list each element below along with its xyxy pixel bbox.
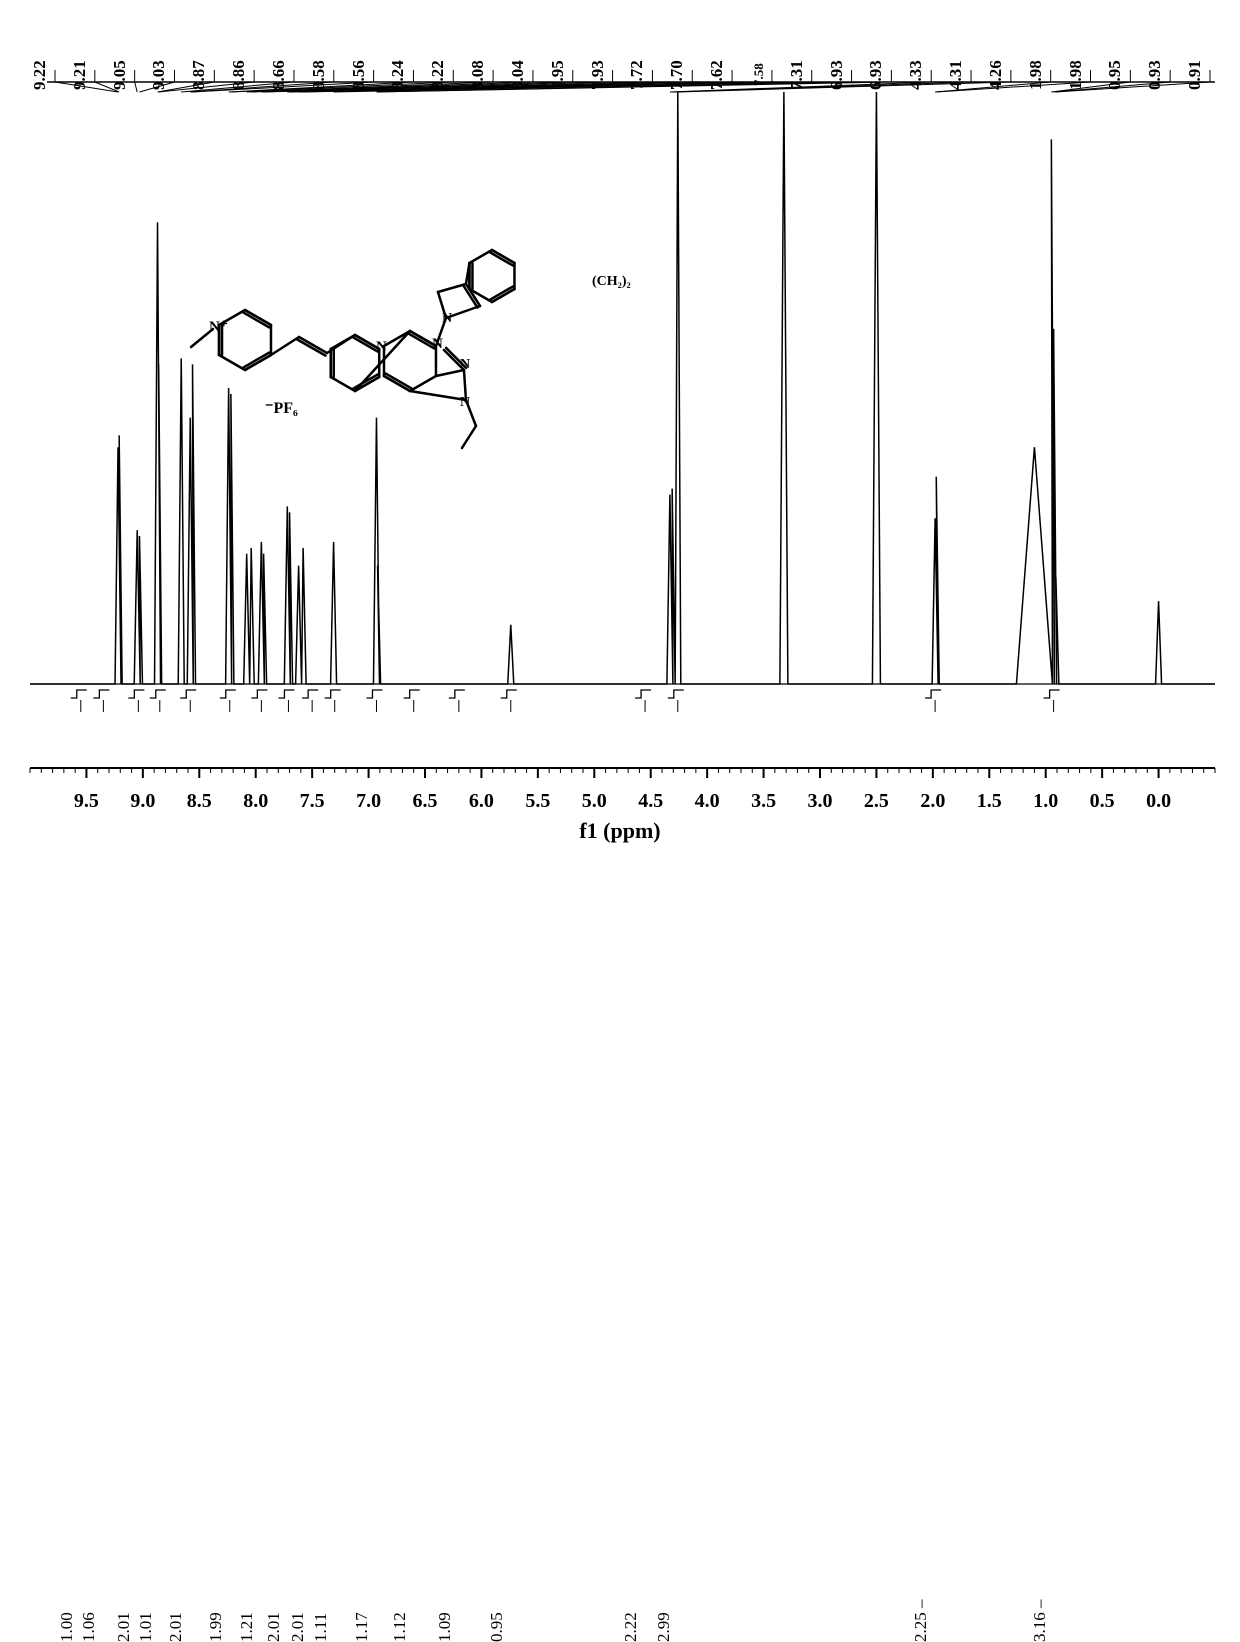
x-tick-label: 6.0 <box>469 790 494 813</box>
x-tick-label: 3.0 <box>808 790 833 813</box>
x-tick-label: 0.0 <box>1146 790 1171 813</box>
integration-label: 2.22 <box>621 1612 641 1642</box>
x-tick-label: 8.5 <box>187 790 212 813</box>
x-tick-label: 0.5 <box>1090 790 1115 813</box>
peak-label: 7.58 <box>751 63 767 86</box>
integration-label: 2.01 <box>264 1612 284 1642</box>
integration-label: 0.95 <box>487 1612 507 1642</box>
x-tick-label: 4.0 <box>695 790 720 813</box>
nmr-spectrum-chart: N⁺NNNNN 9.229.219.059.038.878.868.668.58… <box>0 0 1240 862</box>
integration-label: 1.01 <box>136 1612 156 1642</box>
peak-label: 7.95 <box>548 60 568 90</box>
svg-text:N: N <box>432 336 443 352</box>
x-tick-label: 1.5 <box>977 790 1002 813</box>
x-tick-label: 4.5 <box>638 790 663 813</box>
integration-label: 3.16 ‒ <box>1030 1600 1050 1642</box>
integration-label: 1.00 <box>57 1612 77 1642</box>
x-tick-label: 1.0 <box>1033 790 1058 813</box>
svg-text:N: N <box>442 311 452 326</box>
peak-label: 6.93 <box>866 60 886 90</box>
spectrum-canvas: N⁺NNNNN <box>0 0 1240 862</box>
integration-label: 2.25 ‒ <box>911 1600 931 1642</box>
svg-text:N: N <box>460 395 470 410</box>
peak-label: 9.21 <box>70 60 90 90</box>
x-tick-label: 2.0 <box>920 790 945 813</box>
peak-label: 6.93 <box>827 60 847 90</box>
peak-label: 7.70 <box>667 60 687 90</box>
peak-label: 7.93 <box>588 60 608 90</box>
peak-label: 8.22 <box>428 60 448 90</box>
peak-label: 9.05 <box>110 60 130 90</box>
peak-label: 9.03 <box>149 60 169 90</box>
peak-label: 0.95 <box>1105 60 1125 90</box>
peak-label: 8.66 <box>269 60 289 90</box>
peak-label: 4.33 <box>906 60 926 90</box>
x-tick-label: 8.0 <box>243 790 268 813</box>
integration-label: 2.01 <box>288 1612 308 1642</box>
x-tick-label: 9.0 <box>130 790 155 813</box>
x-tick-label: 3.5 <box>751 790 776 813</box>
peak-label: 8.08 <box>468 60 488 90</box>
peak-label: 8.04 <box>508 60 528 90</box>
peak-label: 7.31 <box>787 60 807 90</box>
integration-label: 2.01 <box>166 1612 186 1642</box>
integration-label: 1.21 <box>237 1612 257 1642</box>
svg-text:N⁺: N⁺ <box>209 319 228 335</box>
svg-text:N: N <box>376 339 387 355</box>
svg-text:N: N <box>460 357 470 372</box>
peak-label: 4.31 <box>946 60 966 90</box>
peak-label: 8.87 <box>189 60 209 90</box>
peak-label: 0.93 <box>1145 60 1165 90</box>
counterion-label: ⁻PF₆ <box>265 398 298 418</box>
x-axis-label: f1 (ppm) <box>0 818 1240 844</box>
integration-label: 2.01 <box>114 1612 134 1642</box>
peak-label: 0.91 <box>1185 60 1205 90</box>
x-tick-label: 2.5 <box>864 790 889 813</box>
x-tick-label: 9.5 <box>74 790 99 813</box>
integration-label: 1.17 <box>352 1612 372 1642</box>
x-tick-label: 7.0 <box>356 790 381 813</box>
peak-label: 8.56 <box>349 60 369 90</box>
x-tick-label: 6.5 <box>413 790 438 813</box>
integration-label: 1.09 <box>435 1612 455 1642</box>
x-tick-label: 5.5 <box>525 790 550 813</box>
integration-label: 1.12 <box>390 1612 410 1642</box>
peak-label: 7.62 <box>707 60 727 90</box>
peak-label: 9.22 <box>30 60 50 90</box>
peak-label: 1.98 <box>1026 60 1046 90</box>
peak-label: 7.72 <box>627 60 647 90</box>
peak-label: 1.98 <box>1066 60 1086 90</box>
x-tick-label: 5.0 <box>582 790 607 813</box>
integration-label: 1.06 <box>79 1612 99 1642</box>
peak-label: 8.24 <box>388 60 408 90</box>
integration-label: 2.99 <box>654 1612 674 1642</box>
peak-label: 8.86 <box>229 60 249 90</box>
alkyl-chain-label: (CH₂)₂ <box>592 274 631 290</box>
peak-labels-top: 9.229.219.059.038.878.868.668.588.568.24… <box>0 8 1240 80</box>
integration-label: 1.99 <box>206 1612 226 1642</box>
x-tick-label: 7.5 <box>300 790 325 813</box>
peak-label: 8.58 <box>309 60 329 90</box>
integration-label: 1.11 <box>311 1613 331 1642</box>
peak-label: 4.26 <box>986 60 1006 90</box>
